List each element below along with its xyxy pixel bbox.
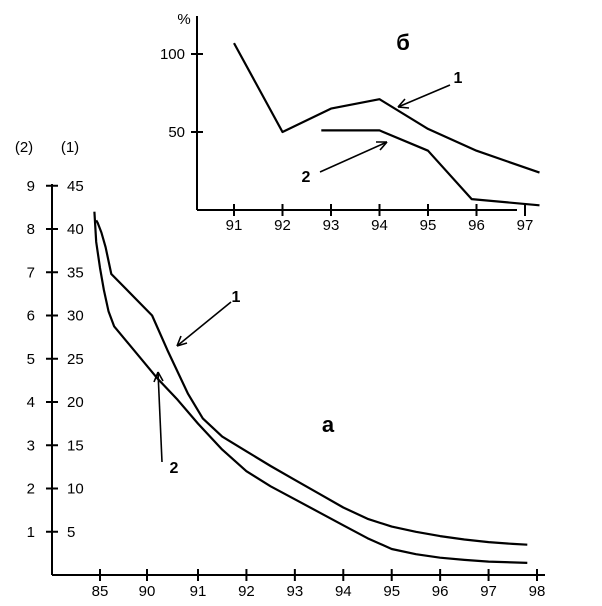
main-y-scale-2-tick-label: 8 xyxy=(27,221,35,238)
main-x-tick-label: 90 xyxy=(139,583,156,600)
inset-y-ticks: 100 50 xyxy=(160,46,203,141)
inset-series-2-label: 2 xyxy=(302,169,311,186)
series-2-pointer: 2 xyxy=(153,371,179,477)
inset-x-tick-label: 94 xyxy=(371,217,388,234)
main-y-scale-2-tick-label: 7 xyxy=(27,264,35,281)
main-x-tick-label: 93 xyxy=(287,583,304,600)
main-series-2-line xyxy=(93,211,528,564)
main-y-scale-2-tick-label: 9 xyxy=(27,178,35,195)
inset-series-1-label: 1 xyxy=(454,70,463,87)
series-1-pointer: 1 xyxy=(176,289,241,347)
main-panel-label: а xyxy=(322,412,335,437)
main-y-scale-1-label: (1) xyxy=(61,139,79,156)
inset-x-tick-label: 97 xyxy=(517,217,534,234)
inset-series xyxy=(233,42,540,207)
main-x-tick-label: 95 xyxy=(383,583,400,600)
inset-series-1-pointer: 1 xyxy=(397,70,463,109)
main-y-scale-1-tick-label: 30 xyxy=(67,308,84,325)
inset-chart: % 100 50 91 92 93 94 95 96 97 б 1 2 xyxy=(160,11,540,234)
main-y-scale-1-tick-label: 40 xyxy=(67,221,84,238)
main-series xyxy=(93,211,528,564)
inset-y-tick-label: 100 xyxy=(160,46,185,63)
inset-x-tick-label: 93 xyxy=(323,217,340,234)
inset-x-tick-label: 91 xyxy=(226,217,243,234)
main-y-ticks: 5 1 10 2 15 3 20 4 25 5 30 6 35 7 40 8 45 9 xyxy=(27,178,84,541)
inset-x-tick-label: 95 xyxy=(420,217,437,234)
inset-series-1-line xyxy=(233,42,540,174)
main-x-tick-label: 98 xyxy=(529,583,546,600)
main-x-tick-label: 96 xyxy=(432,583,449,600)
main-y-scale-1-tick-label: 45 xyxy=(67,178,84,195)
main-y-scale-2-label: (2) xyxy=(15,139,33,156)
inset-x-ticks: 91 92 93 94 95 96 97 xyxy=(226,204,534,234)
main-y-scale-2-tick-label: 6 xyxy=(27,308,35,325)
inset-y-unit: % xyxy=(177,11,190,28)
inset-series-2-pointer: 2 xyxy=(302,141,388,186)
inset-x-tick-label: 92 xyxy=(274,217,291,234)
main-y-scale-2-tick-label: 5 xyxy=(27,351,35,368)
main-y-scale-2-tick-label: 4 xyxy=(27,394,35,411)
inset-panel-label: б xyxy=(396,30,410,55)
main-y-scale-1-tick-label: 20 xyxy=(67,394,84,411)
main-y-scale-1-tick-label: 5 xyxy=(67,524,75,541)
main-x-ticks: 85 90 91 92 93 94 95 96 97 98 xyxy=(92,569,546,600)
main-y-scale-1-tick-label: 15 xyxy=(67,437,84,454)
main-x-tick-label: 94 xyxy=(335,583,352,600)
main-y-scale-1-tick-label: 10 xyxy=(67,481,84,498)
main-y-scale-2-tick-label: 2 xyxy=(27,481,35,498)
main-chart: (2) (1) 5 1 10 2 15 3 20 4 25 5 30 6 35 7 40 8 45 9 85 90 9… xyxy=(15,139,546,600)
main-x-tick-label: 91 xyxy=(190,583,207,600)
main-series-1-label: 1 xyxy=(232,289,241,306)
inset-x-tick-label: 96 xyxy=(468,217,485,234)
main-y-scale-1-tick-label: 25 xyxy=(67,351,84,368)
inset-y-tick-label: 50 xyxy=(168,124,185,141)
main-series-2-label: 2 xyxy=(170,460,179,477)
main-series-1-line xyxy=(95,219,528,546)
main-y-scale-2-tick-label: 1 xyxy=(27,524,35,541)
main-y-scale-1-tick-label: 35 xyxy=(67,264,84,281)
main-x-tick-label: 92 xyxy=(238,583,255,600)
main-x-tick-label: 85 xyxy=(92,583,109,600)
inset-series-2-line xyxy=(321,129,540,207)
main-x-tick-label: 97 xyxy=(480,583,497,600)
main-y-scale-2-tick-label: 3 xyxy=(27,437,35,454)
